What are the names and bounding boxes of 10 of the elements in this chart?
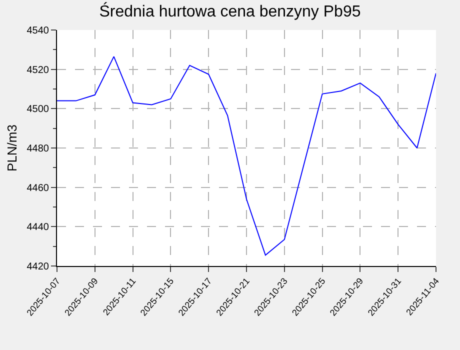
- y-tick-label: 4420: [26, 262, 50, 272]
- y-tick-label: 4520: [26, 64, 50, 76]
- line-series: [57, 56, 436, 256]
- y-tick-label: 4480: [26, 144, 50, 154]
- y-tick-label: 4500: [26, 104, 50, 116]
- y-axis-title: PLN/m3: [4, 124, 20, 172]
- y-tick-label: 4540: [26, 26, 50, 36]
- y-tick-label: 4460: [26, 182, 50, 194]
- chart-title: Średnia hurtowa cena benzyny Pb95: [99, 1, 361, 20]
- y-tick-label: 4440: [26, 222, 50, 234]
